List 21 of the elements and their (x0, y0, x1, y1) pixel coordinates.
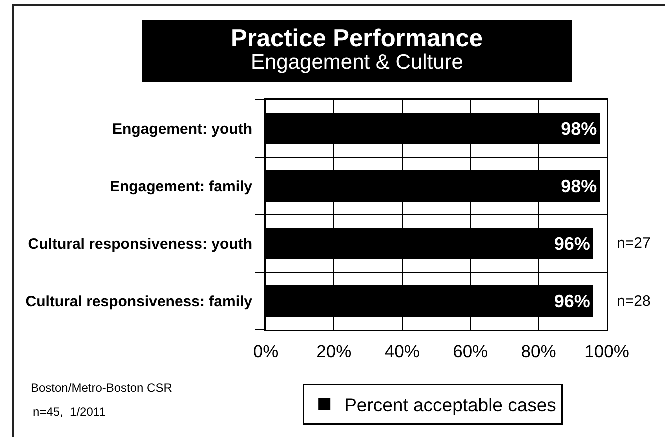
x-tick-label: 100% (584, 342, 630, 362)
text: n=28 (617, 293, 651, 310)
text: n=45, 1/2011 (33, 405, 106, 419)
y-tick-label: Cultural responsiveness: family (26, 294, 254, 310)
legend-label: Percent acceptable cases (344, 394, 556, 416)
y-tick-label: Cultural responsiveness: youth (28, 236, 252, 253)
data-label: 98% (561, 176, 598, 196)
x-tick-label: 20% (316, 342, 352, 362)
y-tick-label: Engagement: family (110, 178, 254, 196)
data-label: 96% (554, 291, 590, 312)
y-tick-label: Engagement: youth (112, 121, 252, 138)
x-tick-label: 80% (521, 342, 556, 362)
text: Boston/Metro-Boston CSR (31, 381, 173, 395)
chart-subtitle: Engagement & Culture (251, 51, 464, 74)
x-tick-label: 0% (253, 342, 279, 362)
chart-title: Practice Performance (231, 26, 483, 53)
text: n=27 (617, 235, 651, 252)
x-tick-label: 40% (384, 342, 420, 362)
data-label: 98% (561, 118, 598, 139)
x-tick-label: 60% (453, 342, 488, 362)
data-label: 96% (554, 234, 590, 254)
